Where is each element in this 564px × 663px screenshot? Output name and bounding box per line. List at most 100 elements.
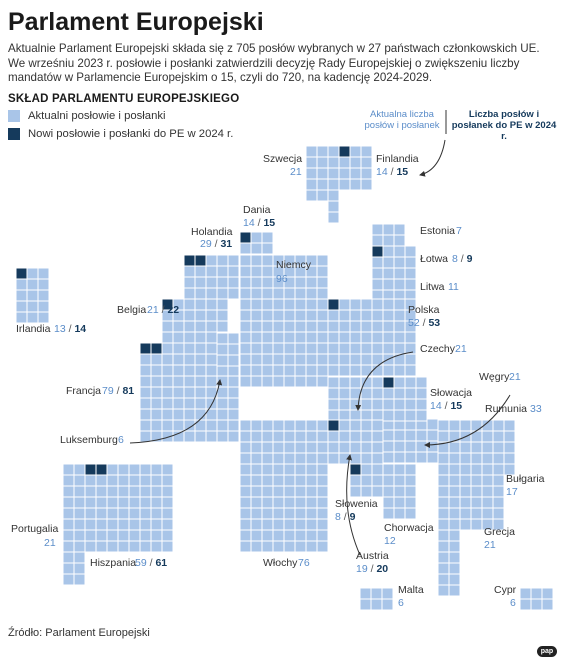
seat-cell — [261, 265, 274, 278]
seat-cell — [161, 507, 174, 520]
seat-cell — [371, 387, 384, 400]
seat-cell — [239, 485, 252, 498]
seat-cell — [360, 320, 373, 333]
seat-cell — [183, 331, 196, 344]
seat-cell — [338, 353, 351, 366]
seat-cell — [283, 419, 296, 432]
seat-cell — [150, 364, 163, 377]
seat-cell — [250, 518, 263, 531]
seat-cell — [139, 507, 152, 520]
seat-cell — [327, 376, 340, 389]
seat-count-current: 8 — [452, 253, 458, 265]
seat-count-separator: / — [420, 317, 429, 329]
hint-current: Aktualna liczba posłów i posłanek — [364, 109, 440, 131]
seat-cell — [393, 256, 406, 269]
seat-cell — [371, 309, 384, 322]
seat-cell — [481, 463, 494, 476]
seat-cell — [327, 441, 340, 454]
seat-cell — [250, 287, 263, 300]
seat-cell — [272, 529, 285, 542]
seat-cell — [139, 408, 152, 421]
seat-cell — [283, 441, 296, 454]
seat-cell — [404, 496, 417, 509]
seat-cell — [492, 496, 505, 509]
seat-cell — [492, 518, 505, 531]
seat-cell — [530, 598, 543, 611]
seat-cell — [84, 507, 97, 520]
seat-cell — [316, 145, 329, 158]
seat-cell — [371, 419, 384, 432]
seat-cell — [470, 419, 483, 432]
seat-cell — [371, 223, 384, 236]
seat-cell — [382, 364, 395, 377]
seat-cell — [316, 529, 329, 542]
seat-count-luksemburg: 6 — [118, 434, 124, 446]
seat-cell — [139, 419, 152, 432]
seat-cell — [404, 245, 417, 258]
seat-cell — [194, 386, 207, 399]
country-label-malta: Malta — [398, 584, 424, 596]
seat-cell — [73, 463, 86, 476]
country-label-holandia: Holandia — [191, 226, 233, 238]
seat-cell — [327, 409, 340, 422]
seat-count-current: 33 — [530, 403, 542, 415]
seat-cell — [261, 242, 274, 255]
seat-cell — [294, 430, 307, 443]
seat-cell — [283, 309, 296, 322]
seat-cell — [503, 452, 516, 465]
seat-cell — [272, 419, 285, 432]
seat-count-new: 15 — [263, 217, 275, 229]
seat-cell — [84, 496, 97, 509]
seat-cell — [261, 309, 274, 322]
seat-cell — [393, 409, 406, 422]
seat-cell — [316, 309, 329, 322]
seat-count-austria: 19 / 20 — [356, 563, 388, 575]
seat-cell — [73, 485, 86, 498]
seat-count-new: 15 — [450, 400, 462, 412]
seat-count-current: 12 — [384, 535, 396, 547]
seat-cell — [316, 178, 329, 191]
seat-cell — [161, 353, 174, 366]
seat-cell — [327, 200, 340, 213]
seat-cell — [272, 298, 285, 311]
seat-cell — [95, 474, 108, 487]
seat-cell — [316, 287, 329, 300]
seat-cell — [95, 540, 108, 553]
seat-cell — [183, 276, 196, 289]
seat-cell — [139, 375, 152, 388]
seat-cell — [150, 507, 163, 520]
seat-cell — [183, 287, 196, 300]
seat-cell — [404, 474, 417, 487]
callout-austria — [346, 454, 361, 556]
seat-cell — [294, 364, 307, 377]
seat-count-current: 21 — [290, 166, 302, 178]
seat-cell — [139, 364, 152, 377]
seat-cell — [37, 278, 50, 291]
seat-cell — [481, 496, 494, 509]
seat-cell — [541, 587, 554, 600]
seat-count-new: 20 — [376, 563, 388, 575]
seat-cell — [250, 342, 263, 355]
seat-cell — [448, 562, 461, 575]
seat-cell — [349, 309, 362, 322]
seat-cell — [305, 485, 318, 498]
seat-cell — [437, 474, 450, 487]
country-austria — [327, 419, 384, 465]
seat-cell — [404, 440, 417, 453]
seat-cell — [172, 386, 185, 399]
seat-cell — [194, 353, 207, 366]
seat-cell — [360, 167, 373, 180]
seat-cell — [393, 364, 406, 377]
seat-cell — [161, 529, 174, 542]
seat-cell — [250, 298, 263, 311]
seat-cell — [459, 452, 472, 465]
seat-cell-new — [15, 267, 28, 280]
seat-cell — [26, 300, 39, 313]
seat-cell — [305, 167, 318, 180]
seat-cell — [349, 331, 362, 344]
seat-cell — [216, 287, 229, 300]
seat-count-wegry: 21 — [509, 371, 521, 383]
seat-cell — [338, 441, 351, 454]
seat-cell — [294, 518, 307, 531]
seat-count-separator: / — [159, 304, 168, 316]
